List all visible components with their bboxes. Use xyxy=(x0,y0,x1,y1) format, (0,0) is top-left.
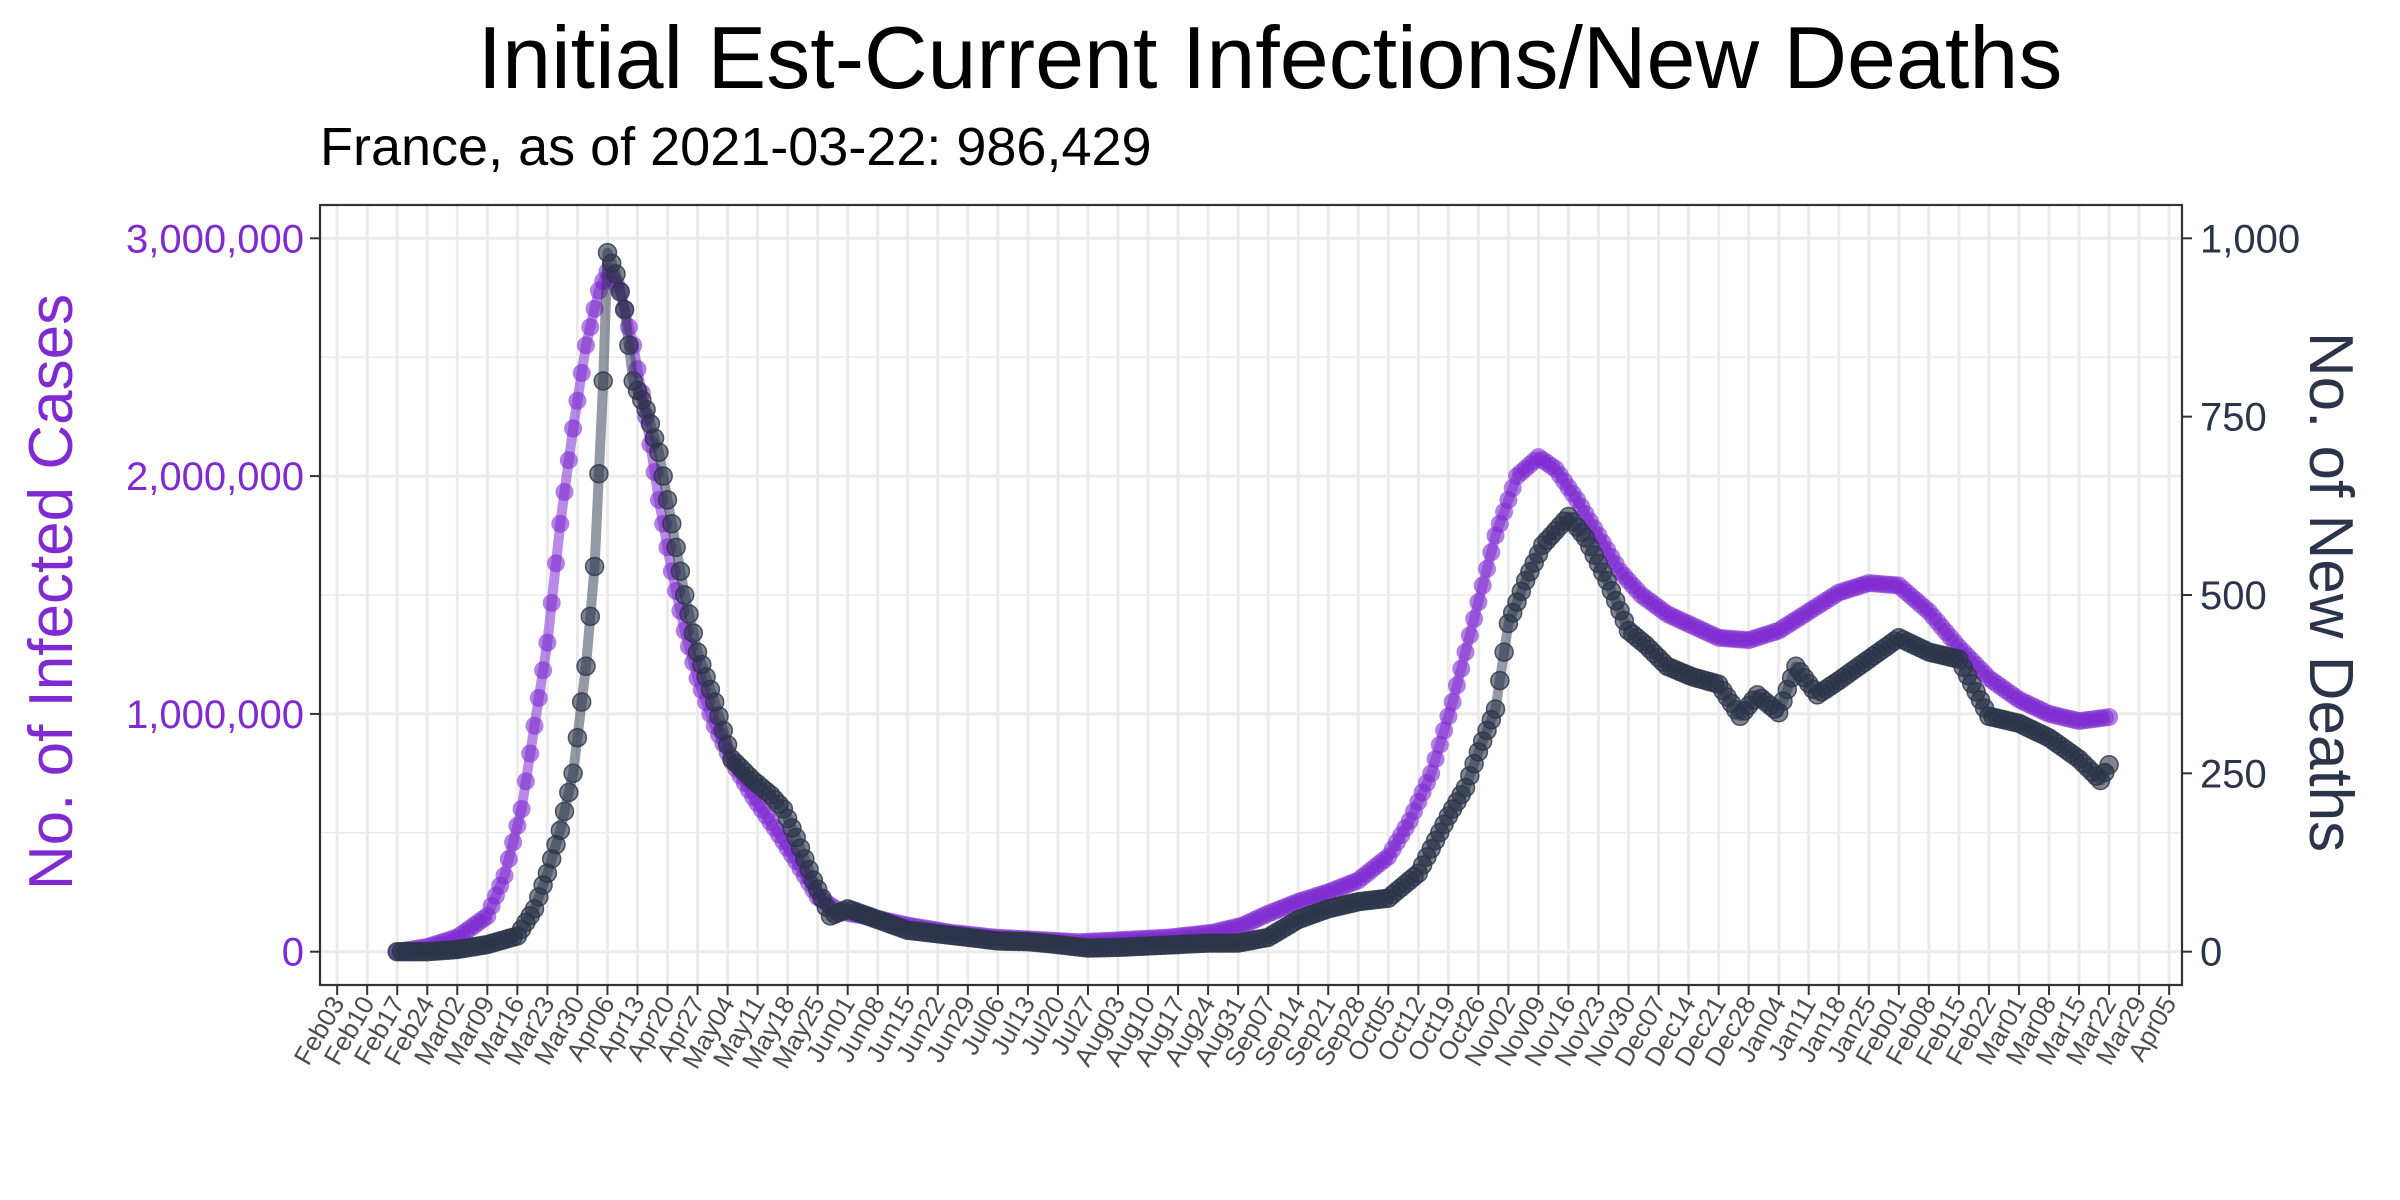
y-axis-left-tick-label: 3,000,000 xyxy=(126,217,304,261)
deaths-point xyxy=(580,606,601,627)
deaths-point xyxy=(1485,699,1506,719)
deaths-point xyxy=(563,763,583,784)
deaths-point xyxy=(610,282,631,302)
data-layer xyxy=(387,242,2119,962)
infections-point xyxy=(1452,659,1471,678)
axes: 0 1,000,000 2,000,000 3,000,000 0 250 500 750 1,… xyxy=(126,217,2300,1073)
deaths-point xyxy=(653,466,673,486)
infections-point xyxy=(555,483,574,501)
infections-point xyxy=(504,833,523,852)
deaths-point xyxy=(657,490,678,510)
infections-point xyxy=(1426,750,1445,769)
y-axis-left-label: No. of Infected Cases xyxy=(17,294,86,890)
y-axis-left-tick-label: 0 xyxy=(282,931,304,975)
infections-point xyxy=(551,514,570,533)
deaths-point xyxy=(589,463,609,484)
deaths-point xyxy=(559,782,579,803)
deaths-point xyxy=(1490,670,1510,691)
infections-point xyxy=(499,850,518,868)
infections-point xyxy=(1422,764,1441,783)
infections-point xyxy=(512,800,531,818)
y-axis-right-label: No. of New Deaths xyxy=(2296,332,2365,852)
deaths-point xyxy=(683,623,704,643)
infections-point xyxy=(529,689,548,707)
deaths-point xyxy=(666,537,686,558)
y-axis-right-tick-label: 1,000 xyxy=(2200,217,2300,261)
infections-point xyxy=(1430,735,1449,754)
deaths-point xyxy=(670,561,691,581)
deaths-point xyxy=(576,656,596,677)
y-axis-right-tick-label: 250 xyxy=(2200,752,2267,796)
chart-title: Initial Est-Current Infections/New Death… xyxy=(478,8,2063,107)
infections-point xyxy=(1469,593,1488,612)
infections-point xyxy=(516,772,535,791)
infections-series-line xyxy=(396,266,2110,957)
infections-point xyxy=(568,391,587,410)
grid-lines xyxy=(320,205,2182,985)
deaths-point xyxy=(593,371,613,391)
deaths-point xyxy=(571,692,592,712)
infections-point xyxy=(1482,543,1501,562)
chart-subtitle: France, as of 2021-03-22: 986,429 xyxy=(320,117,1152,177)
infections-point xyxy=(534,661,553,680)
infections-point xyxy=(521,744,540,763)
y-axis-left-tick-label: 1,000,000 xyxy=(126,693,304,737)
infections-point xyxy=(1439,707,1458,726)
infections-point xyxy=(559,451,578,470)
infections-point xyxy=(2100,708,2119,727)
y-axis-right-tick-label: 0 xyxy=(2200,931,2222,975)
deaths-point xyxy=(584,556,605,577)
y-axis-right-tick-label: 750 xyxy=(2200,396,2267,440)
deaths-point xyxy=(662,513,682,534)
infections-point xyxy=(1460,626,1479,645)
infections-point xyxy=(525,716,544,735)
deaths-point xyxy=(614,299,635,320)
infections-point xyxy=(542,593,561,612)
deaths-point xyxy=(2099,755,2119,775)
infections-point xyxy=(572,364,591,382)
y-axis-left-tick-label: 2,000,000 xyxy=(126,455,304,499)
y-axis-right-tick-label: 500 xyxy=(2200,574,2267,618)
infections-point xyxy=(508,816,527,835)
infections-point xyxy=(1478,559,1496,578)
deaths-point xyxy=(674,585,695,605)
deaths-point xyxy=(1494,642,1514,662)
infections-point xyxy=(577,336,595,355)
infections-point xyxy=(564,419,583,438)
deaths-point xyxy=(606,264,626,284)
infections-point xyxy=(581,318,600,337)
infections-point xyxy=(1435,721,1454,740)
deaths-point xyxy=(619,335,639,356)
infections-point xyxy=(547,554,565,573)
infections-point xyxy=(585,299,604,318)
deaths-point xyxy=(554,801,575,822)
infections-point xyxy=(1443,693,1462,711)
deaths-point xyxy=(649,442,669,463)
infections-point xyxy=(495,866,514,885)
infections-point xyxy=(1447,676,1466,695)
deaths-point xyxy=(550,820,571,841)
deaths-point xyxy=(567,727,588,748)
infections-point xyxy=(1465,609,1484,628)
infections-point xyxy=(1473,576,1492,595)
deaths-point xyxy=(679,604,699,624)
infections-point xyxy=(1456,643,1475,662)
infections-point xyxy=(538,633,557,652)
